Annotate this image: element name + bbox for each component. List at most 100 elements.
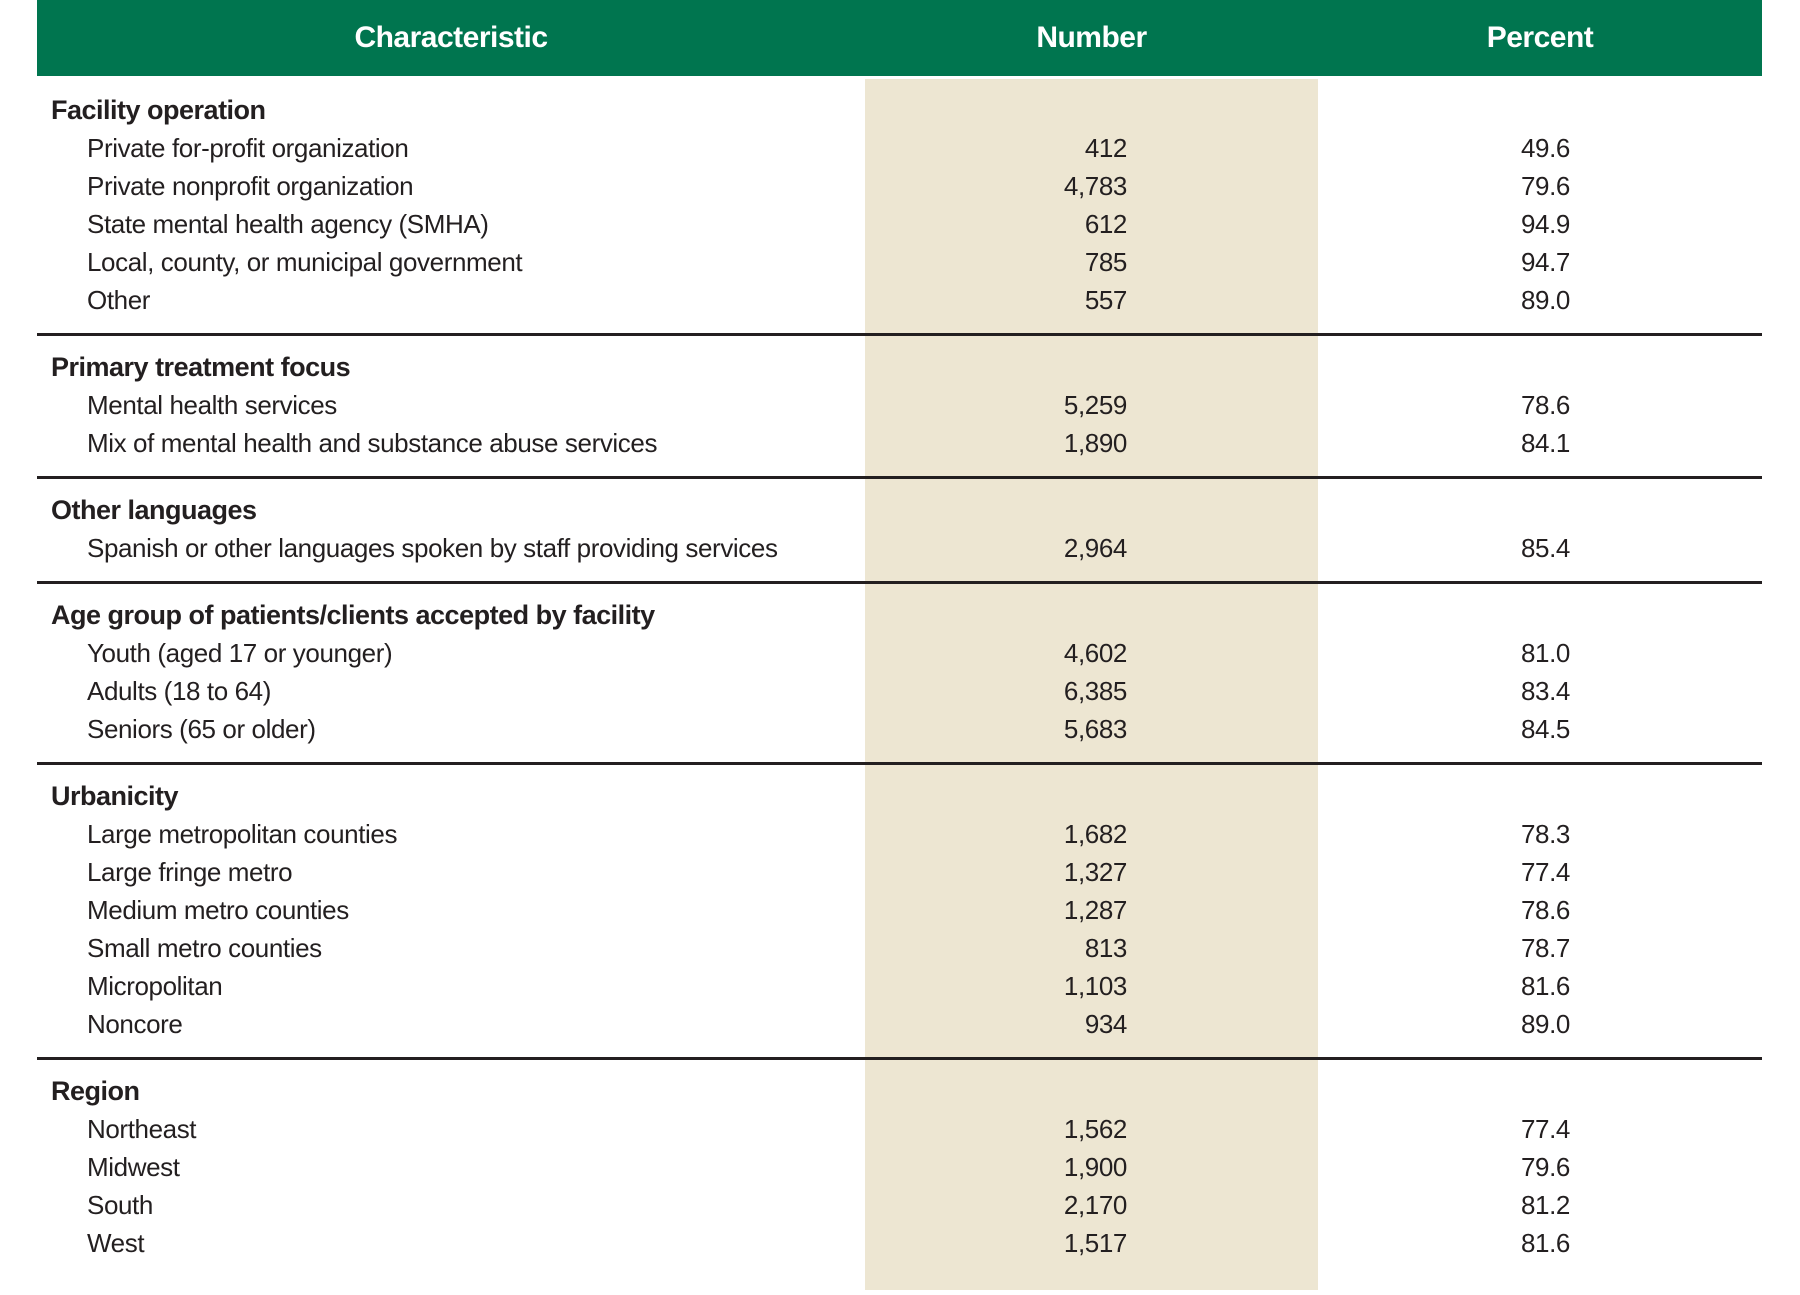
table-row: Medium metro counties 1,287 78.6	[37, 891, 1762, 929]
row-percent: 79.6	[1520, 171, 1570, 201]
row-number: 1,517	[1063, 1228, 1127, 1258]
table-section: Urbanicity Large metropolitan counties 1…	[37, 762, 1762, 1057]
row-label: Local, county, or municipal government	[87, 247, 523, 277]
row-label: State mental health agency (SMHA)	[87, 209, 489, 239]
section-rows: Large metropolitan counties 1,682 78.3 L…	[37, 815, 1762, 1043]
row-number: 557	[1084, 285, 1128, 315]
section-header: Urbanicity	[51, 781, 179, 811]
row-number: 1,900	[1063, 1152, 1127, 1182]
section-rows: Spanish or other languages spoken by sta…	[37, 529, 1762, 567]
section-header: Region	[51, 1076, 140, 1106]
section-rows: Mental health services 5,259 78.6 Mix of…	[37, 386, 1762, 462]
row-number: 1,103	[1063, 971, 1127, 1001]
row-percent: 94.7	[1520, 247, 1570, 277]
row-percent: 89.0	[1520, 1009, 1570, 1039]
section-header: Primary treatment focus	[51, 352, 351, 382]
row-percent: 49.6	[1520, 133, 1570, 163]
row-number: 785	[1084, 247, 1128, 277]
row-number: 1,327	[1063, 857, 1127, 887]
row-percent: 85.4	[1520, 533, 1570, 563]
row-label: Youth (aged 17 or younger)	[87, 638, 393, 668]
table-row: Local, county, or municipal government 7…	[37, 243, 1762, 281]
row-percent: 78.7	[1520, 933, 1570, 963]
section-header: Age group of patients/clients accepted b…	[51, 600, 655, 630]
table-row: West 1,517 81.6	[37, 1224, 1762, 1262]
table-row: Spanish or other languages spoken by sta…	[37, 529, 1762, 567]
table-row: Private nonprofit organization 4,783 79.…	[37, 167, 1762, 205]
table-section: Facility operation Private for-profit or…	[37, 79, 1762, 333]
row-number: 2,170	[1063, 1190, 1127, 1220]
row-number: 412	[1084, 133, 1128, 163]
table-row: Adults (18 to 64) 6,385 83.4	[37, 672, 1762, 710]
row-number: 612	[1084, 209, 1128, 239]
row-percent: 78.3	[1520, 819, 1570, 849]
row-label: Large fringe metro	[87, 857, 293, 887]
column-header-percent: Percent	[1486, 21, 1594, 54]
row-label: Private nonprofit organization	[87, 171, 414, 201]
table-row: Midwest 1,900 79.6	[37, 1148, 1762, 1186]
row-label: Private for-profit organization	[87, 133, 409, 163]
table-row: Other 557 89.0	[37, 281, 1762, 319]
row-label: Noncore	[87, 1009, 183, 1039]
table-row: Noncore 934 89.0	[37, 1005, 1762, 1043]
table-section: Other languages Spanish or other languag…	[37, 476, 1762, 581]
row-percent: 77.4	[1520, 1114, 1570, 1144]
row-number: 6,385	[1063, 676, 1127, 706]
row-percent: 81.6	[1520, 971, 1570, 1001]
table-row: Large metropolitan counties 1,682 78.3	[37, 815, 1762, 853]
section-rows: Youth (aged 17 or younger) 4,602 81.0 Ad…	[37, 634, 1762, 748]
table-row: Private for-profit organization 412 49.6	[37, 129, 1762, 167]
row-label: Large metropolitan counties	[87, 819, 398, 849]
row-percent: 77.4	[1520, 857, 1570, 887]
table-row: Northeast 1,562 77.4	[37, 1110, 1762, 1148]
table-section: Age group of patients/clients accepted b…	[37, 581, 1762, 762]
row-number: 934	[1084, 1009, 1128, 1039]
row-label: Mix of mental health and substance abuse…	[87, 428, 658, 458]
row-label: Medium metro counties	[87, 895, 349, 925]
row-label: Seniors (65 or older)	[87, 714, 316, 744]
row-percent: 84.1	[1520, 428, 1570, 458]
row-number: 4,602	[1063, 638, 1127, 668]
row-number: 1,287	[1063, 895, 1127, 925]
table-row: South 2,170 81.2	[37, 1186, 1762, 1224]
row-percent: 81.0	[1520, 638, 1570, 668]
row-number: 2,964	[1063, 533, 1127, 563]
table-row: Youth (aged 17 or younger) 4,602 81.0	[37, 634, 1762, 672]
table-row: State mental health agency (SMHA) 612 94…	[37, 205, 1762, 243]
column-header-characteristic: Characteristic	[354, 21, 548, 54]
table-row: Mental health services 5,259 78.6	[37, 386, 1762, 424]
table-section: Region Northeast 1,562 77.4 Midwest 1,90…	[37, 1057, 1762, 1276]
column-header-number: Number	[1036, 21, 1147, 54]
row-label: Small metro counties	[87, 933, 322, 963]
row-number: 4,783	[1063, 171, 1127, 201]
table-section: Primary treatment focus Mental health se…	[37, 333, 1762, 476]
table-row: Mix of mental health and substance abuse…	[37, 424, 1762, 462]
section-rows: Northeast 1,562 77.4 Midwest 1,900 79.6 …	[37, 1110, 1762, 1262]
row-label: South	[87, 1190, 153, 1220]
row-label: Adults (18 to 64)	[87, 676, 271, 706]
table-row: Seniors (65 or older) 5,683 84.5	[37, 710, 1762, 748]
row-number: 5,683	[1063, 714, 1127, 744]
row-label: Spanish or other languages spoken by sta…	[87, 533, 778, 563]
row-number: 1,890	[1063, 428, 1127, 458]
number-column-stripe	[865, 79, 1318, 1290]
table-header-row: Characteristic Number Percent	[37, 0, 1762, 76]
section-header: Facility operation	[51, 95, 266, 125]
row-label: Mental health services	[87, 390, 337, 420]
row-label: Midwest	[87, 1152, 180, 1182]
table-body: Facility operation Private for-profit or…	[37, 79, 1762, 1276]
row-percent: 81.6	[1520, 1228, 1570, 1258]
section-header: Other languages	[51, 495, 257, 525]
row-label: Micropolitan	[87, 971, 223, 1001]
row-percent: 94.9	[1520, 209, 1570, 239]
row-percent: 79.6	[1520, 1152, 1570, 1182]
row-label: Northeast	[87, 1114, 197, 1144]
row-label: West	[87, 1228, 145, 1258]
row-percent: 78.6	[1520, 895, 1570, 925]
row-number: 5,259	[1063, 390, 1127, 420]
row-number: 1,562	[1063, 1114, 1127, 1144]
row-label: Other	[87, 285, 151, 315]
table-row: Small metro counties 813 78.7	[37, 929, 1762, 967]
table-row: Micropolitan 1,103 81.6	[37, 967, 1762, 1005]
